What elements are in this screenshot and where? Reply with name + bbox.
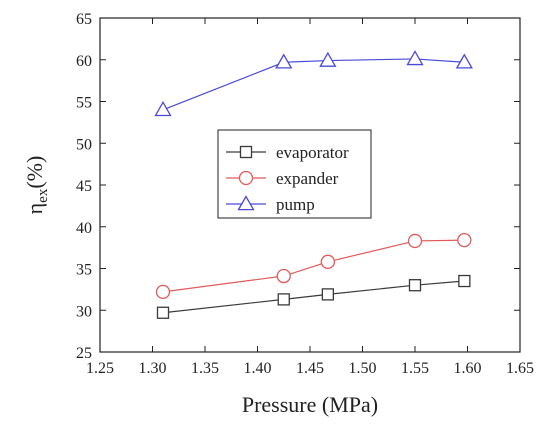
x-tick-label: 1.55 <box>401 360 429 377</box>
x-tick-label: 1.35 <box>191 360 219 377</box>
data-point-pump <box>275 53 293 69</box>
svg-text:ηex(%): ηex(%) <box>22 156 51 215</box>
x-tick-label: 1.50 <box>349 360 377 377</box>
y-axis-label-main: η <box>22 203 47 215</box>
legend-item-pump: pump <box>226 195 315 214</box>
data-point-evaporator <box>408 279 422 292</box>
data-point-evaporator <box>156 306 170 319</box>
x-tick-label: 1.30 <box>139 360 167 377</box>
y-tick-label: 60 <box>76 53 92 70</box>
data-point-pump <box>154 101 172 117</box>
x-tick-label: 1.60 <box>454 360 482 377</box>
y-tick-label: 25 <box>76 345 92 362</box>
data-point-expander <box>457 232 472 248</box>
legend: evaporator expander pump <box>217 129 372 219</box>
series-layer <box>154 50 473 319</box>
series-line-pump <box>162 58 465 111</box>
data-point-evaporator <box>277 293 290 306</box>
legend-marker <box>238 170 254 186</box>
y-tick-label: 65 <box>76 11 92 28</box>
series-evaporator <box>156 274 471 319</box>
y-tick-label: 55 <box>76 95 92 112</box>
axis-ticks: 1.25 1.30 1.35 1.40 1.45 1.50 1.55 1.60 1.65 25 30… <box>76 11 534 377</box>
legend-items: evaporator expander pump <box>226 143 349 214</box>
series-expander <box>155 232 472 300</box>
x-tick-label: 1.40 <box>244 360 272 377</box>
data-point-evaporator <box>321 288 335 301</box>
y-tick-label: 35 <box>76 262 92 279</box>
x-tick-label: 1.45 <box>296 360 324 377</box>
legend-label: evaporator <box>276 143 349 162</box>
data-point-expander <box>320 254 336 269</box>
x-axis-label: Pressure (MPa) <box>242 392 378 417</box>
legend-marker <box>237 195 255 211</box>
data-point-expander <box>155 284 171 300</box>
data-point-expander <box>276 268 291 284</box>
legend-item-expander: expander <box>226 169 339 188</box>
series-pump <box>154 50 473 117</box>
x-tick-label: 1.65 <box>506 360 534 377</box>
y-tick-label: 40 <box>76 220 92 237</box>
data-point-expander <box>407 233 423 249</box>
y-tick-label: 45 <box>76 178 92 195</box>
legend-item-evaporator: evaporator <box>226 143 349 162</box>
y-axis-label-suffix: (%) <box>22 156 47 189</box>
data-point-pump <box>455 53 473 69</box>
data-point-pump <box>406 50 424 66</box>
data-point-pump <box>319 51 337 67</box>
y-axis-label: ηex(%) <box>22 156 51 215</box>
y-axis-label-sub: ex <box>35 188 51 203</box>
y-tick-label: 30 <box>76 303 92 320</box>
legend-marker <box>239 145 253 159</box>
legend-label: expander <box>276 169 339 188</box>
x-tick-label: 1.25 <box>86 360 114 377</box>
legend-label: pump <box>276 195 315 214</box>
y-tick-label: 50 <box>76 136 92 153</box>
data-point-evaporator <box>458 274 471 288</box>
